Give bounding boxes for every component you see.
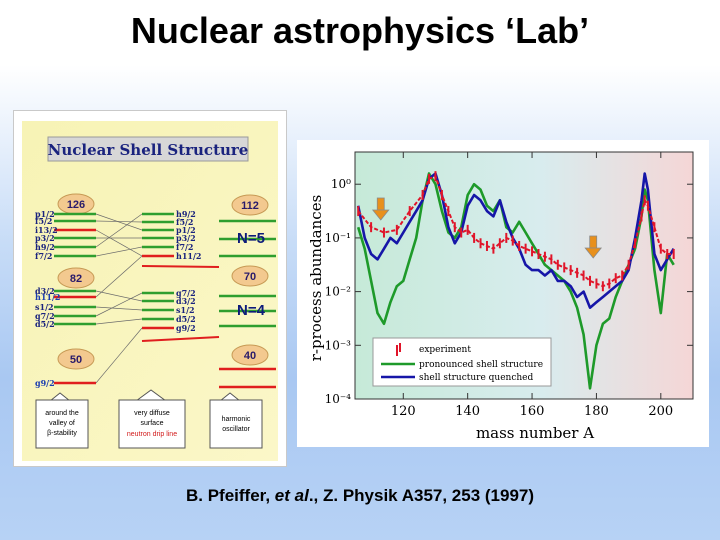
box-harmonic-oscillator: harmonic oscillator [209, 392, 263, 449]
box-beta-stability: around the valley of β-stability [35, 392, 89, 449]
citation: B. Pfeiffer, et al., Z. Physik A357, 253… [0, 486, 720, 506]
x-axis-label: mass number A [476, 424, 594, 442]
y-axis-label: r-process abundances [307, 195, 325, 362]
svg-text:oscillator: oscillator [222, 426, 250, 433]
abundance-chart: 120 140 160 180 200 10⁰ 10⁻¹ 10⁻² 10⁻³ 10⁻⁴ exper… [307, 151, 694, 442]
magic-number-right: 40 [231, 344, 269, 366]
level-label-left: i13/2 [35, 225, 58, 235]
y-tick-label: 10⁻² [325, 285, 352, 299]
citation-authors: B. Pfeiffer, [185, 486, 275, 505]
svg-text:126: 126 [67, 199, 85, 211]
level-connector [95, 213, 143, 231]
level-label-right: p3/2 [176, 233, 196, 243]
svg-text:112: 112 [241, 200, 259, 212]
level-label-right: g7/2 [176, 288, 196, 298]
citation-etal: et al [274, 486, 309, 505]
diagram-title-box [47, 136, 249, 162]
arrow-down-icon [371, 197, 390, 221]
level-label-left: g9/2 [35, 378, 55, 388]
level-label-left: g7/2 [35, 311, 55, 321]
level-label-right: g9/2 [176, 323, 196, 333]
level-label-right: h9/2 [176, 209, 196, 219]
level-connector [95, 213, 143, 248]
svg-text:around the: around the [45, 410, 79, 417]
level-label-right: f5/2 [176, 217, 194, 227]
magic-number-right: 70 [231, 265, 269, 287]
level-connector [95, 290, 143, 302]
level-connector [95, 318, 143, 325]
magic-number-right: 112 [231, 194, 269, 216]
svg-text:82: 82 [70, 273, 82, 285]
svg-text:70: 70 [244, 271, 256, 283]
series-line-experiment [357, 174, 674, 288]
level-label-right: f7/2 [176, 242, 194, 252]
legend-label-pronounced: pronounced shell structure [419, 360, 543, 370]
y-tick-label: 10⁻¹ [325, 231, 351, 245]
chart-legend: experiment pronounced shell structure sh… [372, 337, 552, 387]
x-tick-label: 200 [648, 404, 673, 419]
y-tick-label: 10⁻⁴ [325, 392, 352, 406]
magic-number-left: 126 [57, 193, 95, 215]
arrow-down-icon [584, 235, 603, 259]
abundance-chart-panel: 120 140 160 180 200 10⁰ 10⁻¹ 10⁻² 10⁻³ 10⁻⁴ exper… [297, 140, 709, 447]
x-tick-label: 180 [584, 404, 609, 419]
level-connector [141, 265, 220, 268]
slide-title: Nuclear astrophysics ‘Lab’ [130, 10, 590, 51]
level-label-left: h9/2 [35, 242, 55, 252]
level-label-left: p3/2 [35, 233, 55, 243]
svg-text:50: 50 [70, 354, 82, 366]
svg-text:surface: surface [141, 420, 164, 427]
svg-text:harmonic: harmonic [222, 416, 251, 423]
svg-text:neutron drip line: neutron drip line [127, 431, 177, 438]
shell-label-n4: N=4 [237, 302, 266, 319]
svg-text:β-stability: β-stability [47, 430, 77, 437]
svg-text:valley of: valley of [49, 420, 75, 427]
level-connector [95, 292, 143, 317]
x-tick-label: 140 [455, 404, 480, 419]
magic-number-left: 82 [57, 267, 95, 289]
box-diffuse-surface: very diffuse surface neutron drip line [118, 389, 186, 449]
level-label-right: s1/2 [176, 305, 195, 315]
y-tick-label: 10⁰ [331, 177, 351, 191]
level-label-left: d5/2 [35, 319, 55, 329]
level-connector [95, 327, 143, 384]
y-tick-label: 10⁻³ [325, 338, 352, 352]
level-connector [95, 220, 143, 223]
level-label-right: h11/2 [176, 251, 201, 261]
level-label-left: h11/2 [35, 292, 60, 302]
level-label-right: d3/2 [176, 296, 196, 306]
svg-text:40: 40 [244, 350, 256, 362]
diagram-title: Nuclear Shell Structure [48, 141, 249, 159]
x-tick-label: 120 [391, 404, 416, 419]
level-label-left: f7/2 [35, 251, 53, 261]
level-connector [141, 336, 220, 342]
x-tick-label: 160 [520, 404, 545, 419]
magic-number-left: 50 [57, 348, 95, 370]
legend-label-experiment: experiment [419, 345, 471, 355]
shell-label-n5: N=5 [237, 230, 265, 247]
shell-structure-panel: Nuclear Shell Structure 126 82 50 112 70 40 … [13, 110, 287, 467]
level-label-left: d3/2 [35, 286, 55, 296]
level-connector [95, 229, 143, 257]
legend-label-quenched: shell structure quenched [419, 373, 533, 383]
level-label-left: f5/2 [35, 216, 53, 226]
level-label-right: p1/2 [176, 225, 196, 235]
level-connector [95, 255, 143, 298]
level-connector [95, 306, 143, 311]
level-label-left: p1/2 [35, 209, 55, 219]
citation-journal: ., Z. Physik A357, 253 (1997) [308, 486, 535, 505]
level-label-right: d5/2 [176, 314, 196, 324]
level-label-left: s1/2 [35, 302, 54, 312]
level-connector [95, 246, 143, 257]
svg-text:very diffuse: very diffuse [134, 410, 170, 417]
